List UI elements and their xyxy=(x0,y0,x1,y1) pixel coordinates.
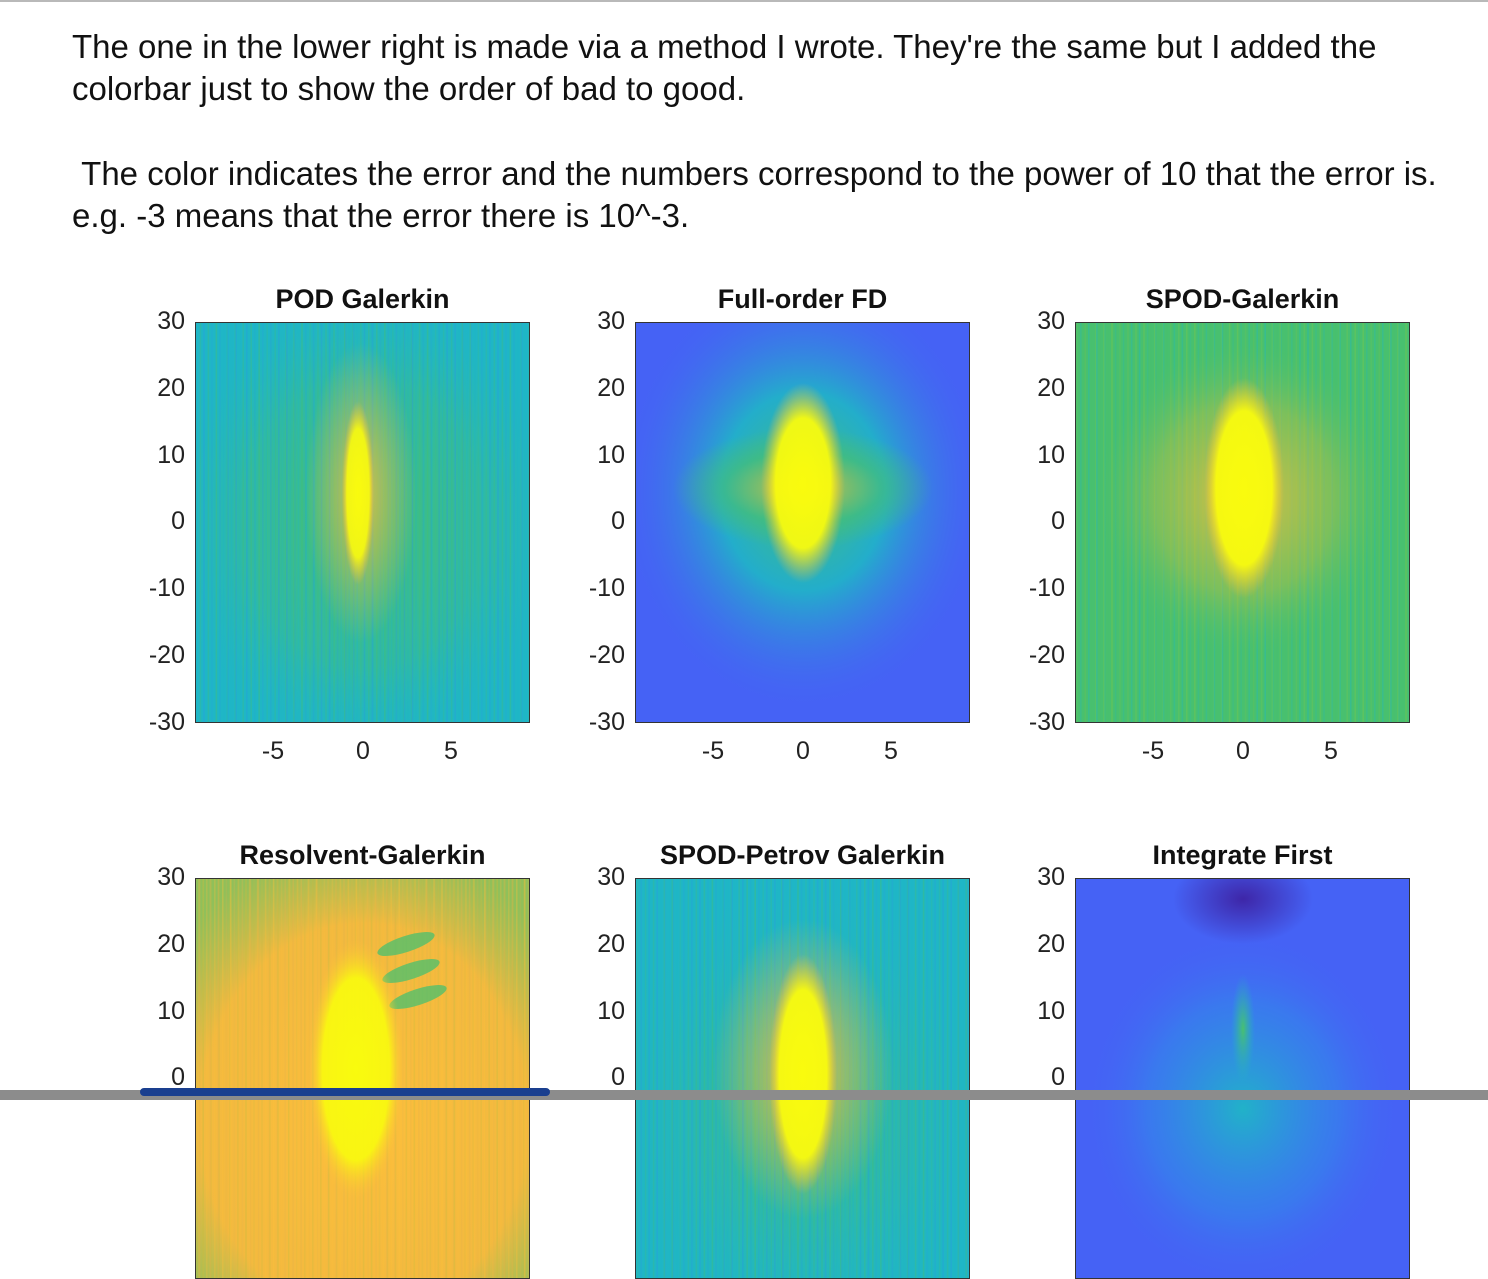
y-tick-label: -20 xyxy=(555,641,625,670)
y-tick-label: -30 xyxy=(555,708,625,737)
y-tick-label: 20 xyxy=(555,374,625,403)
y-tick-label: 30 xyxy=(115,863,185,892)
x-tick-label: -5 xyxy=(243,737,303,766)
intro-paragraph: The one in the lower right is made via a… xyxy=(72,26,1452,110)
heatmap-panel-spod-galerkin xyxy=(1075,322,1410,723)
heatmap-panel-integrate-first xyxy=(1075,878,1410,1279)
x-tick-label: 0 xyxy=(1213,737,1273,766)
y-tick-label: 30 xyxy=(995,863,1065,892)
x-tick-label: 0 xyxy=(773,737,833,766)
error-core xyxy=(308,939,404,1199)
panel-title-spod-galerkin: SPOD-Galerkin xyxy=(1075,284,1410,315)
heatmap-panel-full-order-fd xyxy=(635,322,970,723)
error-core xyxy=(761,383,845,583)
y-tick-label: -10 xyxy=(995,574,1065,603)
heatmap-pod-galerkin xyxy=(196,323,530,723)
y-tick-label: 10 xyxy=(995,441,1065,470)
heatmap-panel-resolvent-galerkin xyxy=(195,878,530,1279)
y-tick-label: 0 xyxy=(115,507,185,536)
y-tick-label: 0 xyxy=(995,507,1065,536)
x-tick-label: 5 xyxy=(1301,737,1361,766)
error-core xyxy=(1204,378,1284,598)
y-tick-label: -30 xyxy=(115,708,185,737)
heatmap-resolvent-galerkin xyxy=(196,879,530,1279)
error-core xyxy=(1231,974,1255,1084)
y-tick-label: -20 xyxy=(115,641,185,670)
panel-title-spod-petrov-galerkin: SPOD-Petrov Galerkin xyxy=(635,840,970,871)
y-tick-label: 30 xyxy=(555,307,625,336)
error-core xyxy=(342,401,374,585)
y-tick-label: 30 xyxy=(995,307,1065,336)
y-tick-label: -30 xyxy=(995,708,1065,737)
y-tick-label: -10 xyxy=(555,574,625,603)
y-tick-label: 10 xyxy=(555,441,625,470)
x-tick-label: 5 xyxy=(861,737,921,766)
y-tick-label: 20 xyxy=(995,930,1065,959)
heatmap-full-order-fd xyxy=(636,323,970,723)
y-tick-label: 30 xyxy=(115,307,185,336)
y-tick-label: -10 xyxy=(115,574,185,603)
x-tick-label: -5 xyxy=(683,737,743,766)
top-divider xyxy=(0,0,1488,2)
error-core xyxy=(769,954,837,1194)
y-tick-label: 10 xyxy=(115,441,185,470)
heatmap-panel-pod-galerkin xyxy=(195,322,530,723)
heatmap-integrate-first xyxy=(1076,879,1410,1279)
x-tick-label: 5 xyxy=(421,737,481,766)
y-tick-label: 0 xyxy=(555,1063,625,1092)
y-tick-label: 0 xyxy=(555,507,625,536)
panel-title-resolvent-galerkin: Resolvent-Galerkin xyxy=(195,840,530,871)
scrollbar-thumb[interactable] xyxy=(140,1088,550,1096)
panel-title-integrate-first: Integrate First xyxy=(1075,840,1410,871)
y-tick-label: 20 xyxy=(115,930,185,959)
explanation-paragraph: The color indicates the error and the nu… xyxy=(72,153,1452,237)
heatmap-spod-petrov-galerkin xyxy=(636,879,970,1279)
panel-title-full-order-fd: Full-order FD xyxy=(635,284,970,315)
y-tick-label: 0 xyxy=(995,1063,1065,1092)
x-tick-label: 0 xyxy=(333,737,393,766)
y-tick-label: 20 xyxy=(115,374,185,403)
heatmap-panel-spod-petrov-galerkin xyxy=(635,878,970,1279)
panel-title-pod-galerkin: POD Galerkin xyxy=(195,284,530,315)
y-tick-label: 30 xyxy=(555,863,625,892)
y-tick-label: 10 xyxy=(995,997,1065,1026)
heatmap-spod-galerkin xyxy=(1076,323,1410,723)
y-tick-label: 10 xyxy=(115,997,185,1026)
y-tick-label: -20 xyxy=(995,641,1065,670)
y-tick-label: 20 xyxy=(555,930,625,959)
y-tick-label: 10 xyxy=(555,997,625,1026)
y-tick-label: 20 xyxy=(995,374,1065,403)
x-tick-label: -5 xyxy=(1123,737,1183,766)
